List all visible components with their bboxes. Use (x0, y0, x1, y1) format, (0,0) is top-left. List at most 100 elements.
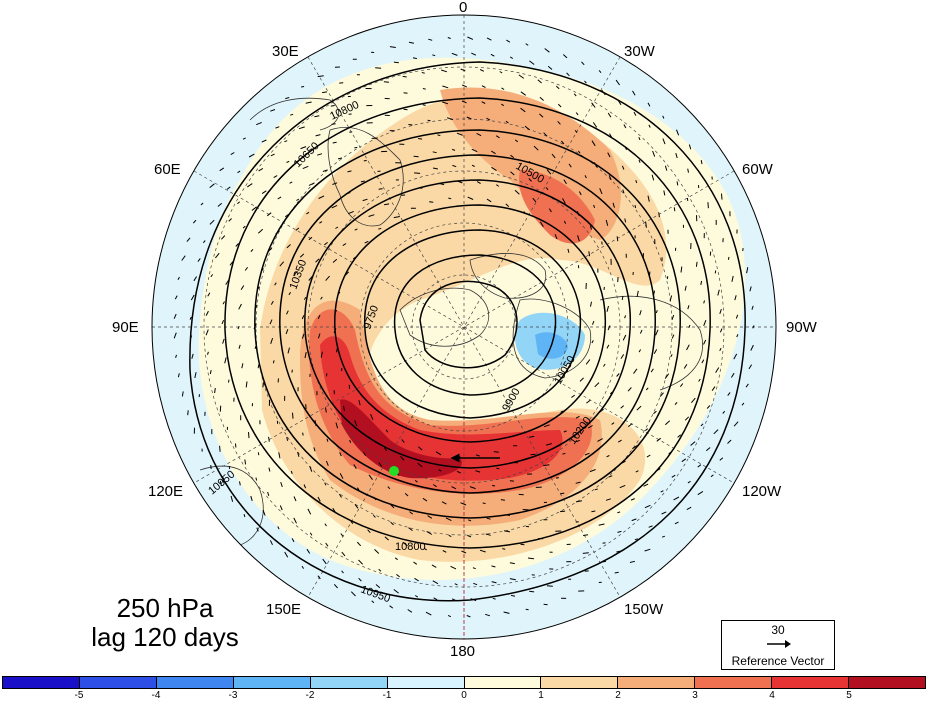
wind-vector (269, 319, 273, 325)
wind-vector (475, 454, 480, 457)
colorbar-cell (541, 677, 619, 688)
wind-vector (617, 100, 622, 106)
wind-vector (543, 132, 548, 137)
wind-vector (450, 565, 457, 570)
wind-vector (622, 334, 627, 341)
wind-vector (575, 439, 580, 443)
wind-vector (524, 125, 530, 131)
wind-vector (611, 422, 615, 425)
wind-vector (268, 436, 270, 442)
wind-vector (485, 533, 491, 536)
wind-vector (302, 432, 304, 436)
wind-vector (425, 611, 432, 616)
location-marker (389, 466, 399, 476)
wind-vector (514, 139, 519, 143)
wind-vector (369, 436, 372, 440)
wind-vector (662, 115, 665, 119)
wind-vector (677, 434, 682, 438)
lon-label-120w: 120W (742, 483, 782, 500)
wind-vector (429, 201, 434, 203)
wind-vector (389, 46, 396, 48)
wind-vector (502, 548, 506, 550)
wind-vector (601, 241, 603, 245)
wind-vector (579, 377, 584, 382)
wind-vector (317, 314, 321, 320)
wind-vector (336, 346, 339, 353)
wind-vector (284, 213, 289, 218)
wind-vector (509, 56, 514, 59)
wind-vector (186, 237, 191, 242)
wind-vector (633, 111, 637, 116)
wind-vector (684, 285, 687, 291)
wind-vector (471, 148, 478, 153)
wind-vector (607, 325, 611, 331)
wind-vector (353, 255, 358, 260)
colorbar-tick-label: -1 (382, 690, 392, 701)
wind-vector (663, 190, 666, 196)
wind-vector (632, 445, 638, 450)
wind-vector (655, 310, 658, 314)
wind-vector (676, 181, 679, 186)
wind-vector (187, 410, 189, 416)
wind-vector (482, 502, 486, 505)
wind-vector (432, 580, 439, 585)
wind-vector (432, 151, 437, 154)
wind-vector (562, 452, 566, 455)
wind-vector (475, 470, 481, 473)
wind-vector (301, 333, 305, 339)
wind-vector (299, 253, 305, 258)
wind-vector (237, 326, 240, 330)
wind-vector (654, 468, 661, 473)
wind-vector (620, 405, 625, 409)
wind-vector (683, 364, 688, 369)
wind-vector (662, 138, 666, 145)
wind-vector (719, 308, 722, 314)
wind-vector (567, 248, 570, 253)
wind-vector (571, 394, 575, 398)
wind-vector (493, 451, 499, 453)
wind-vector (237, 201, 241, 205)
wind-vector (504, 530, 511, 533)
wind-vector (402, 75, 407, 78)
wind-vector (620, 460, 626, 464)
wind-vector (472, 567, 476, 570)
wind-vector (267, 491, 270, 496)
wind-vector (574, 129, 578, 134)
wind-vector (378, 188, 383, 190)
wind-vector (209, 369, 212, 375)
wind-vector (358, 400, 361, 406)
wind-vector (295, 227, 300, 231)
wind-vector (181, 391, 184, 397)
wind-vector (314, 420, 317, 427)
wind-vector (244, 459, 247, 465)
colorbar-cell (233, 677, 311, 688)
wind-vector (576, 211, 580, 216)
wind-vector (566, 72, 570, 77)
wind-vector (457, 180, 463, 184)
wind-vector (262, 509, 266, 516)
wind-vector (617, 530, 622, 533)
wind-vector (594, 382, 600, 388)
wind-vector (253, 323, 257, 330)
wind-vector (324, 482, 327, 486)
wind-vector (205, 310, 209, 316)
wind-vector (337, 291, 341, 295)
wind-vector (269, 540, 273, 546)
wind-vector (400, 456, 405, 461)
wind-vector (301, 565, 305, 569)
wind-vector (730, 372, 735, 378)
wind-vector (442, 85, 449, 89)
wind-vector (174, 295, 178, 300)
wind-vector (633, 368, 638, 374)
wind-vector (606, 455, 610, 458)
wind-vector (342, 243, 347, 247)
wind-vector (224, 357, 227, 364)
wind-vector (230, 152, 235, 156)
wind-vector (245, 381, 248, 388)
wind-vector (284, 140, 288, 143)
wind-vector (697, 490, 704, 496)
wind-vector (733, 353, 738, 360)
wind-vector (343, 405, 345, 411)
wind-vector (403, 108, 408, 111)
wind-vector (509, 562, 515, 565)
